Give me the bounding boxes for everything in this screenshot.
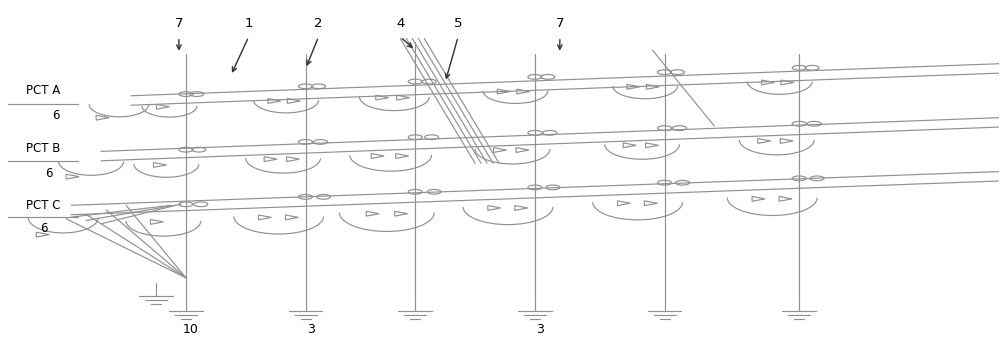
Text: 6: 6 — [52, 109, 60, 122]
Text: 6: 6 — [41, 222, 48, 235]
Text: PCT C: PCT C — [26, 199, 61, 212]
Text: 5: 5 — [454, 17, 462, 30]
Text: 6: 6 — [46, 167, 53, 180]
Text: 3: 3 — [307, 323, 314, 336]
Text: PCT B: PCT B — [26, 142, 60, 154]
Text: PCT A: PCT A — [26, 84, 60, 97]
Text: 7: 7 — [556, 17, 564, 30]
Text: 10: 10 — [183, 323, 199, 336]
Text: 2: 2 — [314, 17, 323, 30]
Text: 4: 4 — [396, 17, 404, 30]
Text: 3: 3 — [536, 323, 544, 336]
Text: 7: 7 — [175, 17, 183, 30]
Text: 1: 1 — [244, 17, 253, 30]
